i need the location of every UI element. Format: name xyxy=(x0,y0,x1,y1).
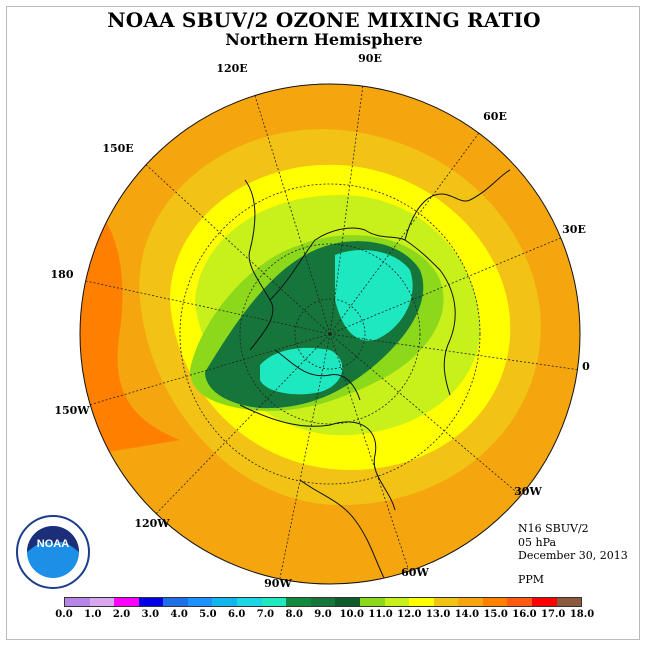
logo-wordmark: NOAA xyxy=(37,538,69,550)
colorbar-swatch xyxy=(310,598,336,606)
colorbar-tick-label: 15.0 xyxy=(483,609,508,620)
colorbar-swatch xyxy=(286,598,311,606)
colorbar xyxy=(64,597,582,607)
colorbar-swatch xyxy=(163,598,188,606)
colorbar-tick-label: 8.0 xyxy=(285,609,303,620)
graticule xyxy=(80,84,580,579)
map-title: NOAA SBUV/2 OZONE MIXING RATIO xyxy=(107,8,541,32)
pressure-level-label: 05 hPa xyxy=(518,536,557,549)
noaa-logo: NOAA xyxy=(16,515,90,589)
instrument-label: N16 SBUV/2 xyxy=(518,522,589,535)
lon-label-90e: 90E xyxy=(358,52,382,65)
colorbar-swatch xyxy=(531,598,557,606)
asia-coast xyxy=(244,179,274,351)
meridian-120e xyxy=(249,84,331,335)
field-8ppm-north xyxy=(335,250,413,341)
date-label: December 30, 2013 xyxy=(518,549,628,562)
colorbar-tick-label: 7.0 xyxy=(256,609,275,620)
lon-label-0: 0 xyxy=(582,360,590,373)
colorbar-swatch xyxy=(359,598,385,606)
meridian-60w xyxy=(329,333,409,569)
central-america-coast xyxy=(299,479,386,581)
latitude-circle-outer xyxy=(179,183,481,485)
latitude-circle-middle xyxy=(239,243,421,425)
colorbar-tick-label: 10.0 xyxy=(339,609,364,620)
coastlines xyxy=(239,169,511,581)
colorbar-tick-label: 9.0 xyxy=(314,609,332,620)
colorbar-tick-label: 2.0 xyxy=(112,609,131,620)
colorbar-tick-label: 17.0 xyxy=(541,609,566,620)
map-subtitle: Northern Hemisphere xyxy=(225,30,423,49)
field-8ppm-south xyxy=(260,347,343,395)
colorbar-swatch xyxy=(138,598,164,606)
lon-label-30w: 30W xyxy=(514,485,542,498)
meridian-120w xyxy=(149,333,331,521)
colorbar-tick-label: 4.0 xyxy=(170,609,188,620)
lon-label-60w: 60W xyxy=(401,566,429,579)
colorbar-tick-label: 18.0 xyxy=(569,609,595,620)
colorbar-tick-label: 3.0 xyxy=(141,609,160,620)
ozone-field xyxy=(80,84,580,584)
logo-gull-shape xyxy=(27,526,79,552)
meridian-30e xyxy=(329,231,576,335)
colorbar-tick-label: 6.0 xyxy=(227,609,246,620)
map-boundary xyxy=(79,83,581,585)
africa-coast xyxy=(439,269,456,396)
field-dark-orange-north xyxy=(420,84,490,102)
colorbar-tick-label: 14.0 xyxy=(454,609,480,620)
meridian-60e xyxy=(329,117,491,335)
colorbar-swatch xyxy=(187,598,213,606)
colorbar-tick-label: 11.0 xyxy=(368,609,393,620)
lon-label-120w: 120W xyxy=(134,517,170,530)
lon-label-180: 180 xyxy=(51,268,74,281)
lon-label-60e: 60E xyxy=(483,110,507,123)
colorbar-tick-label: 12.0 xyxy=(397,609,422,620)
colorbar-swatch xyxy=(114,598,139,606)
greenland-coast xyxy=(274,349,361,401)
meridian-90e xyxy=(329,84,366,335)
colorbar-swatch xyxy=(556,598,582,606)
colorbar-swatch xyxy=(65,598,90,606)
lon-label-120e: 120E xyxy=(216,62,247,75)
colorbar-swatch xyxy=(482,598,508,606)
colorbar-swatch xyxy=(409,598,434,606)
longitude-labels: 90E 60E 30E 0 30W 60W 90W 120W 150W 180 … xyxy=(51,52,591,590)
lon-label-30e: 30E xyxy=(562,223,586,236)
lon-label-90w: 90W xyxy=(264,577,292,590)
north-america-coast xyxy=(239,404,396,511)
colorbar-swatch xyxy=(261,598,287,606)
meridian-180 xyxy=(80,277,331,335)
colorbar-swatch xyxy=(89,598,115,606)
meridian-150w xyxy=(80,333,331,411)
colorbar-swatch xyxy=(384,598,410,606)
lon-label-150w: 150W xyxy=(54,404,90,417)
meridian-30w xyxy=(329,333,521,496)
colorbar-swatch xyxy=(335,598,360,606)
colorbar-tick-label: 16.0 xyxy=(512,609,537,620)
europe-coast xyxy=(404,169,511,241)
colorbar-swatch xyxy=(458,598,483,606)
colorbar-tick-label: 13.0 xyxy=(425,609,451,620)
colorbar-tick-label: 1.0 xyxy=(84,609,102,620)
colorbar-swatch xyxy=(237,598,262,606)
colorbar-tick-labels: 0.0 1.0 2.0 3.0 4.0 5.0 6.0 7.0 8.0 9.0 10.0 11.0 12… xyxy=(54,609,594,623)
colorbar-swatch xyxy=(212,598,238,606)
colorbar-tick-label: 0.0 xyxy=(55,609,73,620)
figure-frame xyxy=(6,6,640,640)
colorbar-swatch xyxy=(433,598,459,606)
colorbar-swatch xyxy=(507,598,532,606)
meridian-150e xyxy=(129,149,331,335)
siberia-coast xyxy=(269,227,366,301)
colorbar-tick-label: 5.0 xyxy=(199,609,217,620)
meridian-90w xyxy=(279,333,331,579)
latitude-circle-inner xyxy=(294,298,366,370)
lon-label-150e: 150E xyxy=(102,142,133,155)
units-label: PPM xyxy=(518,573,545,586)
